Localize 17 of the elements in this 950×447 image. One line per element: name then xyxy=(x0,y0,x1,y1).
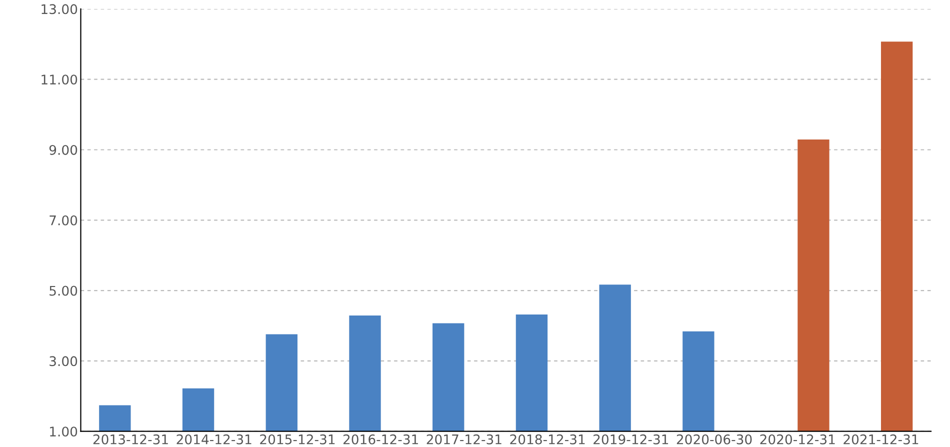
y-tick-label: 9.00 xyxy=(49,144,78,155)
y-tick-label: 5.00 xyxy=(50,286,78,296)
x-tick-label: 2014-12-31 xyxy=(176,434,252,444)
x-tick-label: 2021-12-31 xyxy=(844,434,918,444)
y-tick-label: 11.00 xyxy=(42,74,78,85)
x-tick-label: 2018-12-31 xyxy=(510,434,585,444)
x-tick-label: 2017-12-31 xyxy=(426,434,502,444)
x-tick-label: 2016-12-31 xyxy=(343,434,418,444)
y-tick-label: 7.00 xyxy=(50,215,78,226)
x-tick-label: 2015-12-31 xyxy=(260,434,335,444)
y-tick-label: 13.00 xyxy=(42,4,78,14)
x-tick-label: 2020-06-30 xyxy=(676,434,752,444)
x-tick-label: 2019-12-31 xyxy=(594,434,668,444)
y-tick-label: 3.00 xyxy=(50,356,78,366)
x-tick-label: 2013-12-31 xyxy=(93,434,168,444)
x-tick-label: 2020-12-31 xyxy=(760,434,835,444)
y-tick-label: 1.00 xyxy=(50,426,78,437)
